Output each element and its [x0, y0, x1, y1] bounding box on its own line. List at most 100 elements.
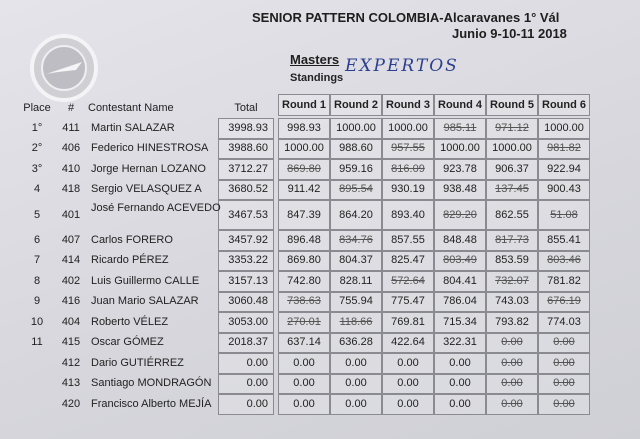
cell: [486, 271, 538, 292]
round-score: 0.00: [345, 377, 367, 390]
place: 3°: [31, 162, 43, 175]
cell: [330, 291, 382, 312]
round-score: 775.47: [391, 295, 425, 308]
place: 6: [33, 233, 41, 246]
round-score: 816.09: [391, 162, 425, 175]
contestant-name: Luis Guillermo CALLE: [91, 274, 200, 287]
place: 7: [33, 254, 41, 267]
cell: [434, 312, 486, 333]
round-score: 0.00: [501, 377, 523, 390]
subtitle: Standings: [290, 72, 344, 84]
cell: [218, 373, 274, 394]
round-score: 0.00: [397, 356, 419, 369]
column-header: Round 1: [282, 99, 326, 111]
cell: [330, 312, 382, 333]
contestant-number: 404: [61, 315, 81, 328]
cell: [278, 271, 330, 292]
cell: [434, 291, 486, 312]
contestant-number: 418: [61, 183, 81, 196]
cell: [218, 200, 274, 230]
cell: [278, 118, 330, 139]
cell: [330, 118, 382, 139]
round-score: 923.78: [443, 162, 477, 175]
round-score: 0.00: [449, 356, 471, 369]
cell: [434, 230, 486, 251]
total: 3998.93: [228, 121, 268, 134]
cell: [218, 332, 274, 353]
contestant-number: 416: [61, 295, 81, 308]
cell: [218, 159, 274, 180]
total: 0.00: [246, 397, 268, 410]
round-score: 862.55: [495, 208, 529, 221]
round-score: 676.19: [547, 295, 581, 308]
contestant-name: Ricardo PÉREZ: [91, 254, 169, 267]
total: 2018.37: [228, 336, 268, 349]
total: 3712.27: [228, 162, 268, 175]
round-score: 0.00: [449, 397, 471, 410]
cell: [486, 118, 538, 139]
round-score: 817.73: [495, 233, 529, 246]
round-score: 834.76: [339, 233, 373, 246]
column-header: Round 3: [386, 99, 430, 111]
cell: [278, 179, 330, 200]
round-score: 0.00: [397, 377, 419, 390]
cell: [278, 312, 330, 333]
cell: [218, 394, 274, 415]
cell: [538, 230, 590, 251]
header-cell: [538, 94, 590, 116]
cell: [538, 250, 590, 271]
cell: [278, 230, 330, 251]
cell: [538, 312, 590, 333]
contestant-number: 413: [61, 377, 81, 390]
round-score: 1000.00: [284, 142, 324, 155]
round-score: 998.93: [287, 121, 321, 134]
header-cell: [486, 94, 538, 116]
column-header: Round 6: [542, 99, 586, 111]
cell: [538, 159, 590, 180]
round-score: 804.41: [443, 274, 477, 287]
round-score: 0.00: [553, 377, 575, 390]
round-score: 738.63: [287, 295, 321, 308]
cell: [486, 159, 538, 180]
contestant-number: 415: [61, 336, 81, 349]
cell: [330, 332, 382, 353]
cell: [218, 138, 274, 159]
round-score: 0.00: [345, 356, 367, 369]
cell: [486, 200, 538, 230]
cell: [538, 373, 590, 394]
round-score: 855.41: [547, 233, 581, 246]
cell: [278, 250, 330, 271]
cell: [382, 230, 434, 251]
round-score: 1000.00: [492, 142, 532, 155]
cell: [218, 312, 274, 333]
round-score: 0.00: [397, 397, 419, 410]
cell: [434, 373, 486, 394]
total: 3457.92: [228, 233, 268, 246]
round-score: 637.14: [287, 336, 321, 349]
round-score: 893.40: [391, 208, 425, 221]
contestant-name: Jorge Hernan LOZANO: [91, 162, 206, 175]
round-score: 0.00: [293, 356, 315, 369]
round-score: 1000.00: [544, 121, 584, 134]
total: 3157.13: [228, 274, 268, 287]
round-score: 804.37: [339, 254, 373, 267]
round-score: 988.60: [339, 142, 373, 155]
cell: [434, 138, 486, 159]
contestant-number: 411: [62, 121, 80, 134]
class: Masters: [290, 52, 340, 67]
header-cell: [330, 94, 382, 116]
round-score: 774.03: [547, 315, 581, 328]
cell: [434, 179, 486, 200]
round-score: 971.12: [495, 121, 529, 134]
cell: [382, 179, 434, 200]
round-score: 911.42: [287, 183, 321, 196]
contestant-name: Federico HINESTROSA: [91, 142, 209, 155]
cell: [330, 250, 382, 271]
round-score: 0.00: [345, 397, 367, 410]
handwritten-note: EXPERTOS: [345, 56, 459, 76]
contestant-number: 412: [61, 356, 81, 369]
round-score: 786.04: [443, 295, 477, 308]
place: 8: [33, 274, 41, 287]
contestant-name: Carlos FORERO: [91, 233, 173, 246]
